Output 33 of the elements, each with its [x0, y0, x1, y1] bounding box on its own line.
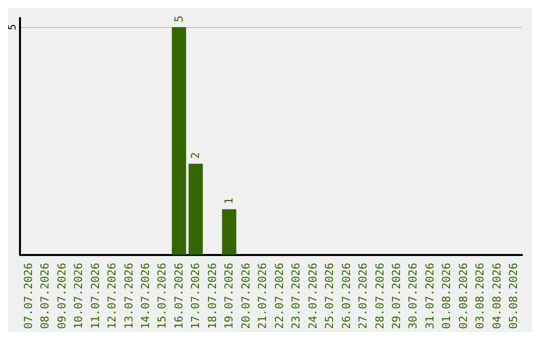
- x-tick-label: 11.07.2026: [88, 262, 102, 330]
- x-tick-label: 25.07.2026: [323, 262, 336, 330]
- data-label: 1: [222, 198, 236, 204]
- x-tick-label: 08.07.2026: [38, 262, 52, 330]
- x-tick-label: 20.07.2026: [239, 262, 252, 330]
- x-tick-label: 18.07.2026: [206, 262, 219, 330]
- x-tick-label: 28.07.2026: [373, 262, 386, 330]
- x-tick-label: 27.07.2026: [356, 262, 370, 330]
- x-tick-label: 01.08.2026: [440, 262, 454, 330]
- x-tick-label: 17.07.2026: [189, 262, 202, 330]
- x-tick-label: 03.08.2026: [474, 262, 487, 330]
- x-tick-label: 02.08.2026: [456, 262, 470, 330]
- x-tick-label: 23.07.2026: [290, 262, 303, 330]
- data-label: 2: [189, 152, 202, 159]
- x-tick-label: 09.07.2026: [55, 262, 68, 330]
- x-tick-label: 26.07.2026: [340, 262, 353, 330]
- x-tick-label: 14.07.2026: [139, 262, 152, 330]
- x-tick-label: 12.07.2026: [106, 262, 119, 330]
- x-tick-label: 07.07.2026: [22, 262, 35, 330]
- x-tick-label: 22.07.2026: [272, 262, 286, 330]
- x-tick-label: 04.08.2026: [490, 262, 504, 330]
- x-tick-label: 21.07.2026: [256, 262, 270, 330]
- x-tick-label: 30.07.2026: [406, 262, 420, 330]
- x-tick-label: 16.07.2026: [172, 262, 186, 330]
- x-tick-label: 13.07.2026: [122, 262, 136, 330]
- x-tick-label: 05.08.2026: [507, 262, 520, 330]
- x-tick-label: 24.07.2026: [306, 262, 320, 330]
- data-label: 5: [172, 15, 186, 22]
- x-tick-label: 10.07.2026: [72, 262, 86, 330]
- x-tick-label: 29.07.2026: [390, 262, 403, 330]
- x-tick-label: 31.07.2026: [423, 262, 436, 330]
- x-tick-label: 19.07.2026: [222, 262, 236, 330]
- x-tick-label: 15.07.2026: [156, 262, 169, 330]
